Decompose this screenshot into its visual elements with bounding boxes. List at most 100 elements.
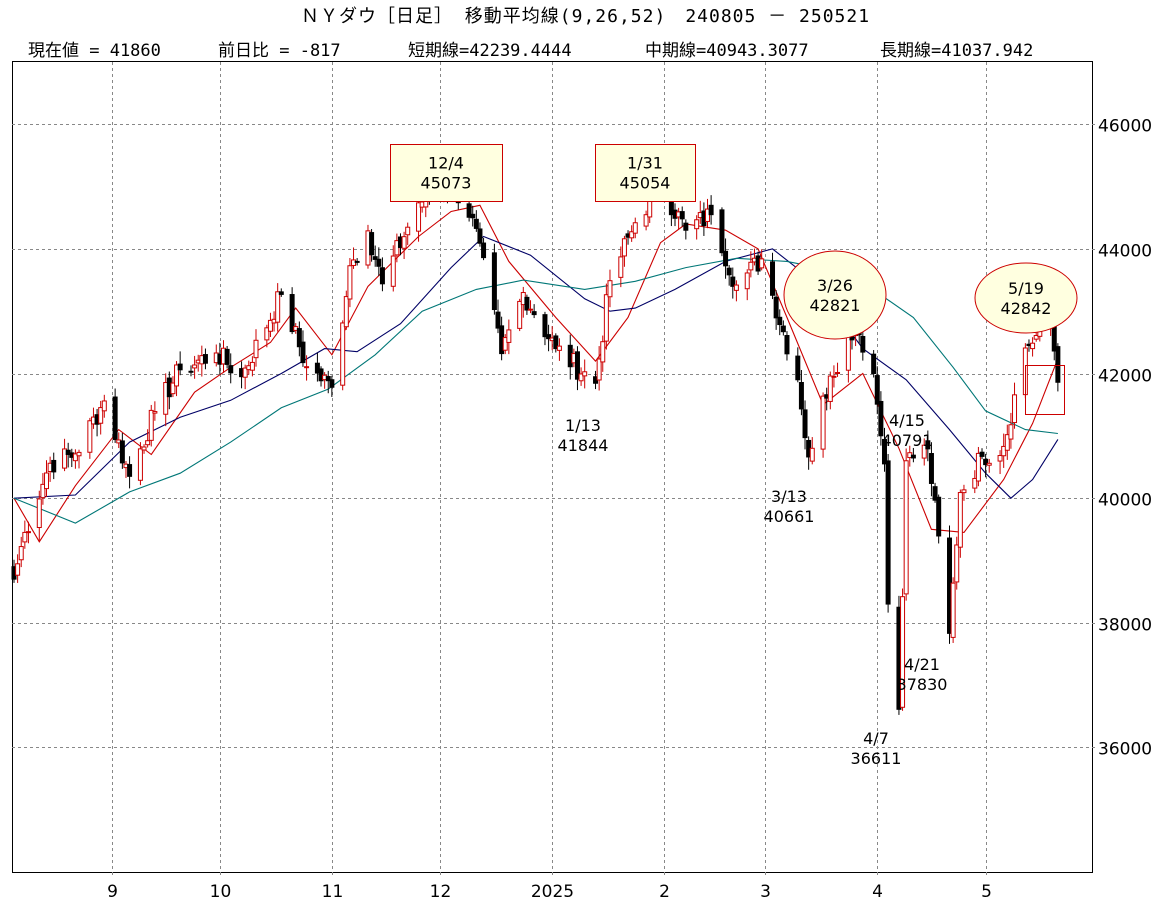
candle-down — [466, 203, 472, 218]
y-tick-label: 46000 — [1098, 117, 1152, 137]
candle-down — [470, 213, 476, 219]
candle-down — [127, 464, 133, 477]
annotation-date: 3/26 — [817, 276, 853, 295]
grid-lines — [12, 62, 1098, 878]
candle-up — [343, 296, 349, 328]
candle-up — [903, 460, 909, 595]
candle-up — [621, 238, 627, 257]
annotation-date: 3/13 — [771, 487, 807, 506]
candle-up — [145, 440, 151, 446]
candle-up — [87, 420, 93, 453]
candle-up — [18, 546, 24, 561]
candle-up — [390, 255, 396, 287]
annotation-box — [390, 144, 503, 202]
candle-down — [719, 209, 725, 254]
latest-candle-highlight — [1025, 365, 1065, 415]
candle-down — [546, 334, 552, 340]
candle-up — [401, 236, 407, 249]
candle-down — [531, 311, 537, 316]
candle-down — [491, 252, 497, 311]
candle-up — [1008, 424, 1014, 440]
candle-down — [983, 458, 989, 466]
x-tick-label: 9 — [107, 882, 118, 902]
candle-down — [932, 486, 938, 501]
candle-down — [329, 379, 335, 388]
annotation-ellipse — [974, 262, 1078, 334]
candle-up — [694, 219, 700, 230]
candle-up — [835, 372, 841, 375]
x-tick-label: 2025 — [531, 882, 574, 902]
x-tick-label: 3 — [760, 882, 771, 902]
candle-up — [900, 596, 906, 708]
candle-down — [372, 256, 378, 260]
candle-down — [224, 348, 230, 365]
annotation-value: 40791 — [882, 431, 933, 450]
candle-down — [885, 460, 891, 605]
candle-down — [325, 376, 331, 382]
candle-down — [65, 449, 71, 455]
y-tick-label: 40000 — [1098, 491, 1152, 511]
candle-up — [416, 202, 422, 232]
candle-up — [340, 322, 346, 386]
candle-down — [784, 335, 790, 355]
candle-up — [733, 284, 739, 291]
candle-up — [744, 272, 750, 290]
candle-up — [22, 531, 28, 543]
mid-ma-line — [13, 235, 1059, 499]
candle-down — [228, 365, 234, 374]
candle-down — [300, 341, 306, 364]
candle-down — [874, 375, 880, 405]
current-price: 現在値 = 41860 — [28, 41, 161, 61]
x-tick-label: 10 — [210, 882, 232, 902]
candle-down — [296, 328, 302, 348]
candle-up — [267, 319, 273, 332]
candle-up — [40, 483, 46, 499]
candle-up — [275, 291, 281, 323]
candle-down — [542, 314, 548, 338]
candle-up — [137, 448, 143, 481]
candle-up — [975, 452, 981, 482]
candle-up — [517, 300, 523, 329]
candle-up — [596, 358, 602, 381]
candle-up — [603, 294, 609, 342]
short-ma-value: 短期線=42239.4444 — [408, 41, 572, 61]
candle-down — [314, 362, 320, 374]
candle-down — [777, 316, 783, 326]
candle-up — [986, 462, 992, 466]
candle-up — [44, 472, 50, 490]
candle-down — [936, 496, 942, 537]
candle-down — [188, 370, 194, 373]
candle-down — [574, 351, 580, 380]
annotation-date: 1/13 — [565, 416, 601, 435]
candle-up — [961, 489, 967, 494]
candle-down — [730, 276, 736, 287]
candle-down — [910, 454, 916, 459]
y-tick-label: 42000 — [1098, 367, 1152, 387]
candle-up — [76, 451, 82, 457]
candle-down — [289, 294, 295, 333]
candle-up — [629, 231, 635, 239]
candle-up — [578, 373, 584, 382]
annotation-date: 4/15 — [889, 411, 925, 430]
candle-up — [36, 498, 42, 529]
candle-up — [72, 453, 78, 462]
candle-up — [618, 256, 624, 278]
candle-up — [820, 395, 826, 450]
candle-up — [954, 544, 960, 583]
y-tick-label: 36000 — [1098, 740, 1152, 760]
annotation-date: 1/31 — [627, 154, 663, 173]
candle-up — [174, 364, 180, 387]
y-tick-label: 44000 — [1098, 242, 1152, 262]
candle-down — [773, 296, 779, 319]
candle-down — [112, 396, 118, 441]
candle-up — [62, 448, 68, 469]
candle-down — [770, 261, 776, 296]
candle-up — [809, 447, 815, 462]
candle-up — [831, 375, 837, 378]
candle-up — [264, 327, 270, 341]
candle-up — [632, 222, 638, 234]
x-tick-label: 12 — [430, 882, 452, 902]
candle-down — [119, 440, 125, 464]
